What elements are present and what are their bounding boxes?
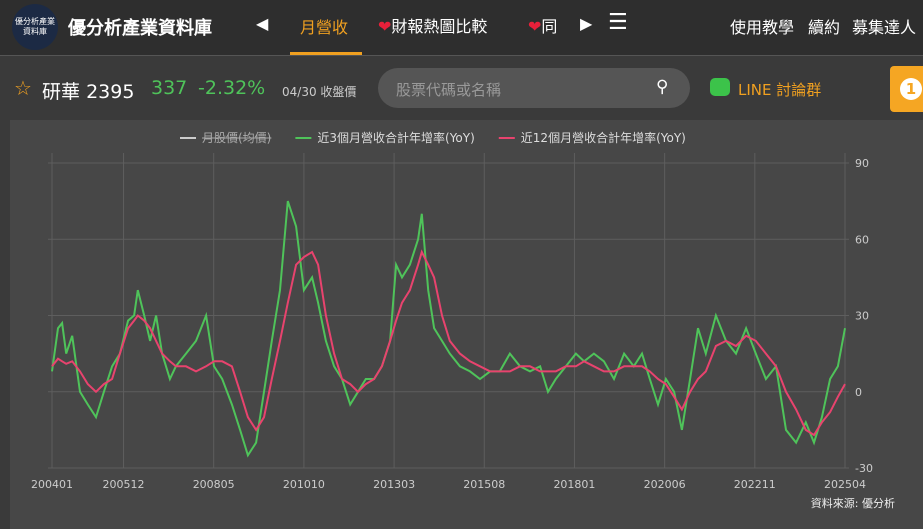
series-line [51, 200, 846, 458]
stock-price: 337 [151, 77, 188, 99]
legend-item[interactable]: 近3個月營收合計年增率(YoY) [295, 130, 475, 145]
nav-prev[interactable]: ◀ [256, 14, 269, 33]
stock-change: -2.32% [198, 77, 266, 99]
x-tick-label: 202006 [644, 478, 686, 491]
nav-next[interactable]: ▶ [580, 14, 593, 33]
tab-text: 同 [541, 17, 558, 36]
source-note: 資料來源: 優分析 [811, 496, 895, 510]
heart-icon: ❤ [378, 17, 392, 36]
series-line [51, 249, 846, 437]
line-group[interactable]: LINE 討論群 [738, 81, 822, 99]
brand[interactable]: 優分析產業資料庫 [68, 18, 212, 39]
y-tick-label: 30 [855, 310, 869, 323]
legend-item[interactable]: 月股價(均價) [180, 131, 272, 145]
x-tick-label: 200512 [103, 478, 145, 491]
stock-name-text: 研華 [42, 81, 81, 103]
stock-code: 2395 [86, 81, 135, 103]
nav-tab[interactable]: ❤財報熱圖比較 [378, 13, 487, 37]
nav-link[interactable]: 募集達人 [852, 18, 917, 37]
nav-link[interactable]: 續約 [808, 18, 841, 37]
badge-number: 1 [900, 78, 922, 100]
y-tick-label: -30 [855, 462, 873, 475]
stock-name: 研華 2395 [42, 77, 134, 104]
logo[interactable]: 優分析產業資料庫 [12, 4, 58, 50]
legend-label: 近3個月營收合計年增率(YoY) [317, 130, 474, 145]
x-tick-label: 201508 [463, 478, 505, 491]
tab-underline [290, 52, 362, 55]
line-icon [710, 78, 730, 96]
y-tick-label: 90 [855, 157, 869, 170]
x-tick-label: 202504 [824, 478, 866, 491]
search-placeholder: 股票代碼或名稱 [396, 81, 502, 99]
price-note: 收盤價 [320, 85, 357, 99]
top-bar: 優分析產業資料庫 優分析產業資料庫 ◀ 月營收 ❤財報熱圖比較 ❤同 ▶ ☰ 使… [0, 0, 923, 56]
legend-label: 近12個月營收合計年增率(YoY) [521, 130, 686, 145]
legend-item[interactable]: 近12個月營收合計年增率(YoY) [498, 130, 686, 145]
x-tick-label: 201303 [373, 478, 415, 491]
x-tick-label: 201801 [553, 478, 595, 491]
x-tick-label: 200805 [193, 478, 235, 491]
tab-text: 財報熱圖比較 [391, 17, 488, 36]
nav-tab[interactable]: 月營收 [300, 18, 349, 37]
y-tick-label: 0 [855, 386, 862, 399]
x-tick-label: 201010 [283, 478, 325, 491]
price-date: 04/30 收盤價 [282, 83, 356, 100]
chart: -30 0 30 60 90 200401 200512 200805 201010 201303… [10, 120, 923, 529]
nav-link[interactable]: 使用教學 [730, 18, 795, 37]
favorite-star[interactable]: ☆ [14, 76, 32, 100]
x-tick-label: 200401 [31, 478, 73, 491]
date: 04/30 [282, 85, 317, 99]
search-box[interactable]: 股票代碼或名稱 ⚲ [378, 68, 690, 108]
search-icon: ⚲ [656, 77, 669, 97]
nav-tab[interactable]: ❤同 [528, 13, 564, 37]
menu-icon[interactable]: ☰ [608, 10, 628, 35]
heart-icon: ❤ [528, 17, 542, 36]
x-tick-label: 202211 [734, 478, 776, 491]
y-tick-label: 60 [855, 233, 869, 246]
notice-badge[interactable]: 1 [890, 66, 923, 112]
